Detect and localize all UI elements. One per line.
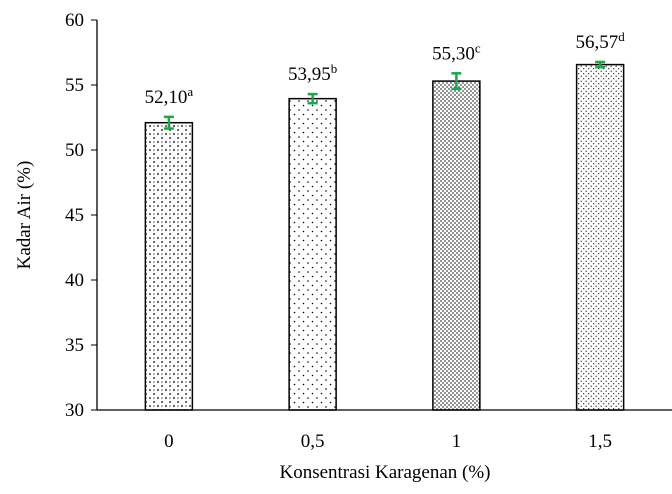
y-tick-label: 35 <box>65 335 84 356</box>
axes: 30 35 40 45 50 55 60 0 0,5 1 1,5 <box>65 10 672 452</box>
bar-group <box>144 63 625 411</box>
y-tick-label: 30 <box>65 400 84 421</box>
y-tick-label: 40 <box>65 270 84 291</box>
data-label: 55,30c <box>432 40 481 64</box>
bar <box>288 97 337 411</box>
data-label-group: 52,10a 53,95b 55,30c 56,57d <box>145 29 626 108</box>
y-tick-label: 60 <box>65 10 84 31</box>
y-tick-label: 50 <box>65 140 84 161</box>
y-axis-title: Kadar Air (%) <box>14 161 35 270</box>
bar <box>432 80 481 411</box>
x-tick-label: 1 <box>452 431 462 452</box>
x-axis-title: Konsentrasi Karagenan (%) <box>279 462 490 483</box>
x-tick-label: 1,5 <box>588 431 612 452</box>
data-label: 56,57d <box>576 29 626 53</box>
data-label: 52,10a <box>145 84 194 108</box>
bar <box>575 63 625 411</box>
bar <box>144 121 194 411</box>
error-bar-group <box>163 60 606 130</box>
y-tick-label: 45 <box>65 205 84 226</box>
data-label: 53,95b <box>288 61 337 85</box>
y-tick-label: 55 <box>65 75 84 96</box>
x-tick-label: 0,5 <box>301 431 325 452</box>
x-tick-label: 0 <box>164 431 174 452</box>
